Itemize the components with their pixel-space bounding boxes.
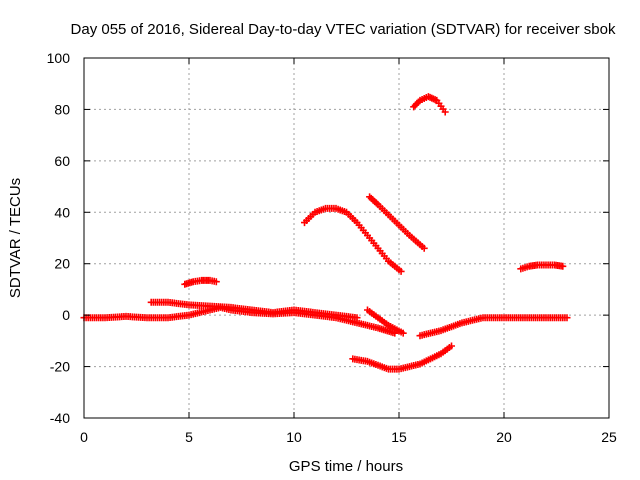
- data-point: [559, 262, 567, 270]
- y-tick-label: 20: [54, 256, 70, 272]
- plot-frame: [83, 57, 610, 419]
- series-arc-cross: [364, 306, 407, 337]
- y-axis-label: SDTVAR / TECUs: [7, 178, 24, 298]
- y-tick-label: 60: [54, 153, 70, 169]
- data-point: [563, 314, 571, 322]
- series-arc-right: [517, 261, 567, 273]
- x-tick-label: 15: [391, 429, 407, 445]
- data-point: [399, 329, 407, 337]
- data-point: [420, 244, 428, 252]
- data-point: [448, 342, 455, 350]
- series-arc-baseline-2: [147, 298, 361, 322]
- y-tick-label: -20: [50, 359, 70, 375]
- series-arc-dip: [349, 342, 455, 373]
- y-tick-label: 40: [54, 204, 70, 220]
- series-arc-recovery: [416, 314, 571, 340]
- chart-title: Day 055 of 2016, Sidereal Day-to-day VTE…: [71, 21, 616, 38]
- grid-lines: [84, 58, 609, 418]
- data-point: [353, 314, 361, 322]
- series-arc-peak-40: [301, 204, 405, 275]
- x-tick-label: 10: [286, 429, 302, 445]
- x-tick-label: 20: [496, 429, 512, 445]
- y-tick-label: -40: [50, 410, 70, 426]
- y-tick-label: 80: [54, 101, 70, 117]
- series-arc-low-left: [181, 276, 220, 288]
- axis-ticks: 0 5 10 15 20 25 -40 -20 0 20 40 60 80 100: [47, 50, 617, 445]
- x-tick-label: 5: [185, 429, 193, 445]
- series-arc-diagonal: [366, 193, 428, 252]
- x-tick-label: 0: [80, 429, 88, 445]
- x-axis-label: GPS time / hours: [289, 458, 403, 475]
- y-tick-label: 100: [47, 50, 71, 66]
- data-point: [397, 267, 405, 275]
- data-point: [441, 108, 449, 116]
- data-point: [212, 278, 220, 286]
- series-arc-top: [410, 93, 449, 116]
- y-tick-label: 0: [62, 307, 70, 323]
- data-points: [80, 93, 571, 373]
- x-tick-label: 25: [601, 429, 617, 445]
